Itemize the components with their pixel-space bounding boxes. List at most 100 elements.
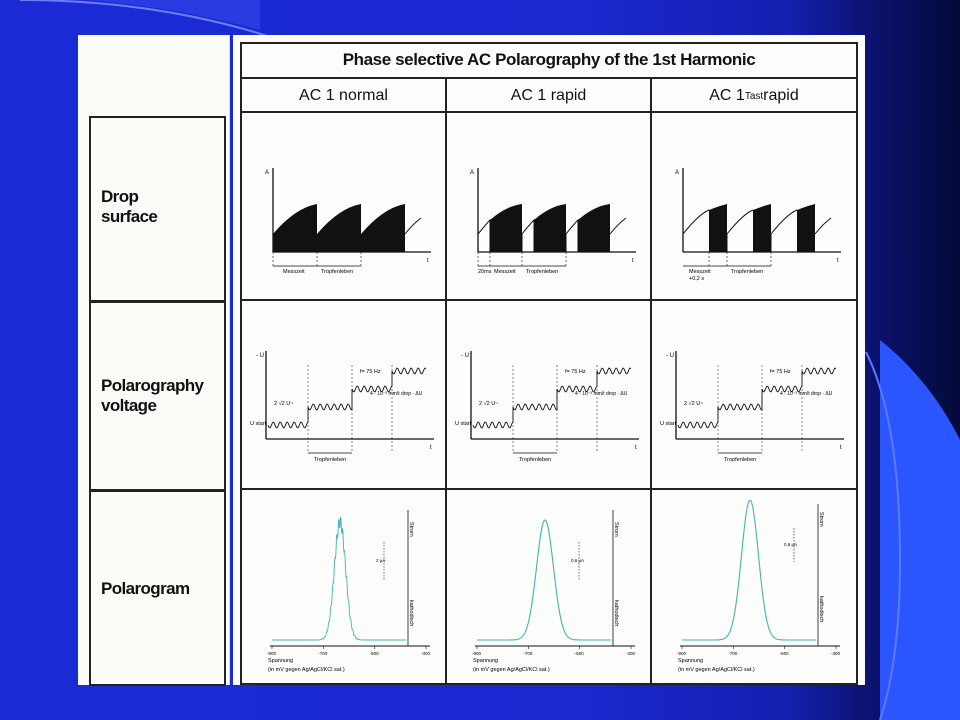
polarogram-normal-chart: -900 -700 -500 -300 Spannung (in mV gegen A… <box>267 510 431 673</box>
tropfenleben-label: Tropfenleben <box>519 457 551 463</box>
axis-y-label: - U <box>256 353 264 359</box>
xunit: (in mV gegen Ag/AgCl/KCl sat.) <box>473 667 550 673</box>
messzeit-sub-label: +0,2 s <box>689 276 704 282</box>
row-label-line2: voltage <box>101 396 157 415</box>
strom-label: Strom <box>613 522 619 537</box>
messzeit-label: Messzeit <box>283 269 305 275</box>
tropfenleben-label: Tropfenleben <box>724 457 756 463</box>
axis-y-label: A <box>675 170 679 176</box>
tropfenleben-label: Tropfenleben <box>526 269 558 275</box>
page-title: Phase selective AC Polarography of the 1… <box>342 49 756 69</box>
strom-label: Strom <box>818 512 824 527</box>
column-header-ac1-rapid: AC 1 rapid <box>447 80 650 112</box>
axis-x-label: t <box>430 445 432 451</box>
scale-label: 2 µA <box>376 558 385 563</box>
frequency-label: f= 75 Hz <box>360 369 381 375</box>
x-tick-label: -300 <box>626 651 636 656</box>
amplitude-label: 2 √2 U~ <box>684 400 703 407</box>
kathodisch-label: kathodisch <box>613 600 619 626</box>
x-tick-label: -500 <box>370 651 380 656</box>
x-tick-label: -700 <box>318 651 328 656</box>
column-header-text: AC 1 normal <box>299 87 388 104</box>
row-label-polarography-voltage: Polarography voltage <box>89 301 226 491</box>
frequency-label: f= 75 Hz <box>565 369 586 375</box>
polarogram-trace <box>682 500 816 641</box>
axis-x-label: t <box>840 445 842 451</box>
xunit: (in mV gegen Ag/AgCl/KCl sat.) <box>268 667 345 673</box>
row-divider <box>240 299 858 301</box>
messzeit-label: Messzeit <box>689 269 711 275</box>
column-header-subscript: Tast <box>744 90 764 102</box>
row-label-drop-surface: Drop surface <box>89 116 226 302</box>
tropfenleben-label: Tropfenleben <box>731 269 763 275</box>
xlabel: Spannung <box>473 658 498 664</box>
row-label-polarogram: Polarogram <box>89 490 226 686</box>
axis-y-label: A <box>265 170 269 176</box>
axis-y-label: - U <box>461 353 469 359</box>
row-label-line1: Polarography <box>101 376 204 395</box>
x-tick-label: -500 <box>575 651 585 656</box>
polarogram-tast-rapid-chart: -900 -700 -500 -300 Spannung (in mV gegen A… <box>677 500 841 673</box>
kathodisch-label: kathodisch <box>408 600 414 626</box>
header-divider <box>240 111 858 113</box>
table-title-bar: Phase selective AC Polarography of the 1… <box>240 42 858 79</box>
main-chart-sheet <box>233 35 865 685</box>
strom-label: Strom <box>408 522 414 537</box>
amplitude-label: 2 √2 U~ <box>479 400 498 407</box>
polarogram-trace <box>272 517 406 641</box>
x-tick-label: -700 <box>728 651 738 656</box>
axis-y-label: A <box>470 170 474 176</box>
drop-surface-tast-rapid-diagram: A t Messzeit +0,2 s Tropfenleben <box>675 168 841 282</box>
x-tick-label: -700 <box>523 651 533 656</box>
drop-surface-rapid-diagram: A t 20ms Messzeit Tropfenleben <box>470 168 636 275</box>
x-tick-label: -300 <box>421 651 431 656</box>
column-divider <box>650 79 652 685</box>
x-tick-label: -900 <box>677 651 687 656</box>
axis-x-label: t <box>427 258 429 264</box>
drop-surface-normal-diagram: A t Messzeit Tropfenleben <box>265 168 431 275</box>
x-tick-label: -500 <box>780 651 790 656</box>
voltage-trace <box>267 367 427 429</box>
ustart-label: U start <box>660 421 677 427</box>
tropfenleben-label: Tropfenleben <box>321 269 353 275</box>
column-divider <box>445 79 447 685</box>
axis-y-label: - U <box>666 353 674 359</box>
column-header-ac1-tast-rapid: AC 1 Tast rapid <box>652 80 856 112</box>
voltage-trace <box>472 367 632 429</box>
amplitude-label: 2 √2 U~ <box>274 400 293 407</box>
row-label-line1: Polarogram <box>101 579 190 598</box>
messzeit-label: Messzeit <box>494 269 516 275</box>
x-tick-label: -300 <box>831 651 841 656</box>
row-label-line2: surface <box>101 207 158 226</box>
xlabel: Spannung <box>268 658 293 664</box>
axis-x-label: t <box>635 445 637 451</box>
voltage-trace <box>677 367 837 429</box>
ustart-label: U start <box>250 421 267 427</box>
polarography-voltage-rapid-diagram: - U t U start 2 √2 U~ f= 75 Hz 4 · 10⁻³ … <box>455 351 639 463</box>
column-header-text: AC 1 rapid <box>510 87 587 104</box>
table-frame <box>240 42 858 685</box>
polarogram-rapid-chart: -900 -700 -500 -300 Spannung (in mV gegen A… <box>472 510 636 673</box>
axis-x-label: t <box>632 258 634 264</box>
step-label: 4 · 10⁻³ mm/t drop · ΔU <box>370 391 423 397</box>
step-label: 4 · 10⁻³ mm/t drop · ΔU <box>780 391 833 397</box>
column-header-text: AC 1 <box>709 87 745 104</box>
twenty-ms-label: 20ms <box>478 269 492 275</box>
column-header-tail: rapid <box>763 87 799 104</box>
scale-label: 0,6 µA <box>784 542 797 547</box>
row-label-line1: Drop <box>101 187 139 206</box>
xlabel: Spannung <box>678 658 703 664</box>
frequency-label: f= 75 Hz <box>770 369 791 375</box>
row-divider <box>240 488 858 490</box>
scale-label: 0,6 µA <box>571 558 584 563</box>
x-tick-label: -900 <box>267 651 277 656</box>
polarography-voltage-tast-rapid-diagram: - U t U start 2 √2 U~ f= 75 Hz 4 · 10⁻³ … <box>660 351 844 463</box>
xunit: (in mV gegen Ag/AgCl/KCl sat.) <box>678 667 755 673</box>
step-label: 4 · 10⁻³ mm/t drop · ΔU <box>575 391 628 397</box>
ustart-label: U start <box>455 421 472 427</box>
tropfenleben-label: Tropfenleben <box>314 457 346 463</box>
column-header-ac1-normal: AC 1 normal <box>242 80 445 112</box>
polarogram-trace <box>477 519 611 641</box>
polarography-voltage-normal-diagram: - U t U start 2 √2 U~ f= 75 Hz 4 · 10⁻³ … <box>250 351 434 463</box>
axis-x-label: t <box>837 258 839 264</box>
